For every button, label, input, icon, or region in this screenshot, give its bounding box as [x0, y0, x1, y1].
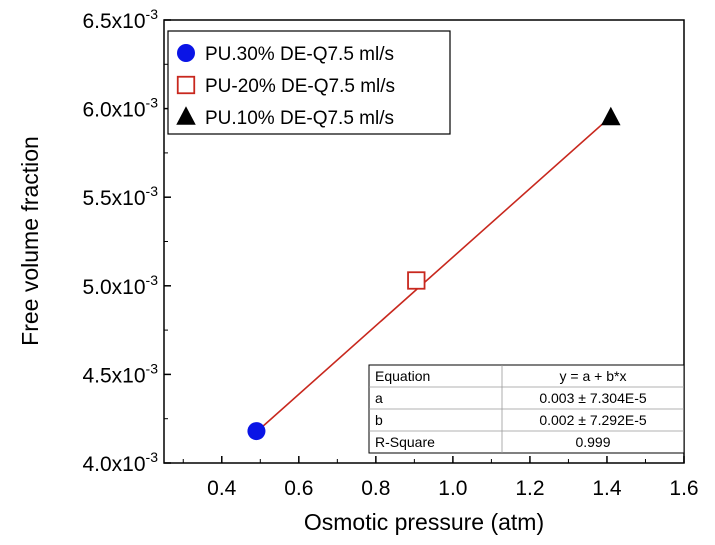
y-axis-ticks: 4.0x10-34.5x10-35.0x10-35.5x10-36.0x10-3… [82, 6, 171, 476]
x-tick-label: 1.6 [669, 477, 698, 500]
x-tick-label: 1.0 [438, 477, 467, 500]
legend-entry: PU-20% DE-Q7.5 ml/s [205, 76, 395, 97]
y-tick-exponent: -3 [146, 6, 159, 22]
x-axis-ticks: 0.4 0.6 0.8 1.0 1.2 1.4 1.6 [182, 456, 699, 500]
fit-line [255, 115, 612, 433]
data-point [407, 271, 426, 290]
x-tick-label: 0.6 [284, 477, 313, 500]
y-tick-mantissa: 4.0x10 [82, 453, 145, 476]
y-tick-mantissa: 6.5x10 [82, 10, 145, 33]
data-point [601, 106, 621, 126]
y-tick-exponent: -3 [146, 95, 159, 111]
x-tick-label: 1.4 [592, 477, 622, 500]
y-tick-mantissa: 4.5x10 [82, 364, 145, 387]
y-tick-label: 5.5x10-3 [82, 183, 158, 210]
fit-table-cell: y = a + b*x [560, 368, 627, 384]
y-tick-label: 6.0x10-3 [82, 95, 158, 122]
y-tick-exponent: -3 [146, 449, 159, 465]
data-point [247, 422, 266, 441]
legend-marker [176, 106, 196, 125]
legend-marker [177, 44, 195, 62]
y-tick-exponent: -3 [146, 360, 159, 376]
legend-marker [176, 75, 196, 95]
y-tick-label: 4.5x10-3 [82, 360, 158, 387]
data-points [247, 106, 621, 441]
y-tick-mantissa: 6.0x10 [82, 99, 145, 122]
y-tick-label: 5.0x10-3 [82, 272, 158, 299]
fit-table-cell: b [375, 412, 383, 428]
fit-table-cell: a [375, 390, 383, 406]
fit-table-cell: R-Square [375, 434, 435, 450]
x-tick-label: 0.8 [361, 477, 390, 500]
fit-table-cell: Equation [375, 368, 430, 384]
y-tick-mantissa: 5.5x10 [82, 187, 145, 210]
legend-entry: PU.10% DE-Q7.5 ml/s [205, 108, 394, 129]
fit-table-cell: 0.003 ± 7.304E-5 [539, 390, 647, 406]
y-tick-label: 4.0x10-3 [82, 449, 158, 476]
y-axis-label: Free volume fraction [17, 136, 43, 346]
legend: PU.30% DE-Q7.5 ml/s PU-20% DE-Q7.5 ml/s PU… [167, 30, 451, 135]
y-tick-mantissa: 5.0x10 [82, 276, 145, 299]
legend-box [167, 30, 451, 135]
x-tick-label: 1.2 [515, 477, 544, 500]
y-tick-label: 6.5x10-3 [82, 6, 158, 33]
fit-table-cell: 0.002 ± 7.292E-5 [539, 412, 647, 428]
fit-table-cell: 0.999 [575, 434, 610, 450]
y-tick-exponent: -3 [146, 183, 159, 199]
fit-layer [255, 115, 612, 433]
x-tick-label: 0.4 [207, 477, 237, 500]
fit-table: Equation y = a + b*x a 0.003 ± 7.304E-5 b 0.0… [368, 364, 685, 454]
legend-entry: PU.30% DE-Q7.5 ml/s [205, 44, 394, 65]
x-axis-label: Osmotic pressure (atm) [304, 509, 544, 535]
y-tick-exponent: -3 [146, 272, 159, 288]
